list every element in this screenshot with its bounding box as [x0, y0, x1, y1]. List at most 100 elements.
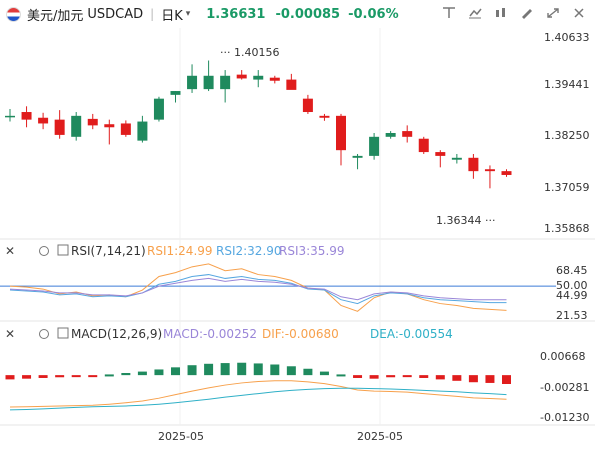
candle-body [253, 75, 264, 80]
rsi1-value: RSI1:24.99 [147, 244, 213, 258]
macd-line-dif [9, 380, 507, 408]
candle [269, 75, 280, 84]
candle [319, 113, 330, 121]
candle-body [170, 91, 181, 95]
candle-body [21, 112, 32, 120]
macd-bar [220, 363, 230, 376]
expand-icon[interactable] [57, 244, 69, 256]
price-tick: 1.35868 [544, 222, 590, 235]
candle [220, 70, 231, 103]
candle-body [220, 75, 231, 90]
price-change: -0.00085 [275, 6, 341, 22]
candle [71, 112, 82, 141]
candle [38, 112, 49, 130]
price-tick: 1.38250 [544, 129, 590, 142]
dea-value: DEA:-0.00554 [370, 327, 453, 341]
expand-icon[interactable] [57, 327, 69, 339]
candle-body [484, 169, 495, 172]
indicator-icon[interactable] [493, 5, 509, 21]
compare-icon[interactable] [467, 5, 483, 21]
candle [302, 94, 313, 114]
price-change-pct: -0.06% [348, 6, 399, 22]
candle [54, 110, 65, 139]
divider: | [150, 7, 155, 21]
candle [236, 70, 247, 80]
candle [187, 64, 198, 93]
collapse-icon[interactable]: ✕ [5, 244, 15, 258]
x-tick: 2025-05 [158, 430, 204, 443]
candle [203, 60, 214, 92]
macd-bar [171, 367, 180, 376]
settings-icon[interactable] [39, 246, 49, 256]
price-tick: 1.39441 [544, 78, 590, 91]
macd-bar [204, 363, 214, 376]
close-icon[interactable] [571, 5, 587, 21]
candle-body [120, 123, 131, 135]
candle-body [319, 115, 330, 118]
candle-body [137, 121, 148, 141]
candle [253, 70, 264, 88]
high-label: ··· 1.40156 [220, 46, 280, 59]
candle [336, 113, 346, 166]
candle-body [418, 138, 429, 153]
rsi3-value: RSI3:35.99 [279, 244, 345, 258]
macd-bar [55, 375, 65, 378]
rsi2-value: RSI2:32.90 [216, 244, 282, 258]
settings-icon[interactable] [39, 329, 49, 339]
candle [418, 136, 429, 154]
macd-bar [270, 364, 280, 376]
candle-body [38, 117, 49, 124]
fullscreen-icon[interactable] [545, 5, 561, 21]
flag-icon [6, 6, 21, 22]
candle-body [435, 152, 446, 156]
collapse-icon[interactable]: ✕ [5, 327, 15, 341]
chevron-down-icon[interactable]: ▾ [185, 9, 191, 19]
candle [137, 115, 148, 143]
macd-bar [468, 375, 478, 383]
candle [352, 153, 363, 170]
macd-bar [402, 375, 412, 378]
macd-lines [9, 380, 507, 411]
macd-bar [253, 363, 263, 376]
draw-icon[interactable] [519, 5, 535, 21]
rsi-tick: 50.00 [556, 279, 588, 292]
rsi-tick: 68.45 [556, 264, 588, 277]
macd-value: MACD:-0.00252 [163, 327, 257, 341]
price-tick: 1.37059 [544, 181, 590, 194]
macd-bar [154, 369, 164, 376]
candle [435, 150, 446, 168]
candle [501, 169, 512, 177]
candle-body [104, 124, 115, 128]
period-selector[interactable]: 日K [161, 8, 183, 24]
candle [170, 91, 181, 103]
x-tick: 2025-05 [357, 430, 403, 443]
candle [484, 165, 495, 189]
macd-bar [38, 375, 48, 378]
candle-body [286, 79, 297, 90]
candlestick-series [5, 60, 512, 189]
candle-body [5, 115, 15, 118]
macd-bar [137, 371, 147, 376]
macd-bar [502, 375, 511, 384]
candle-body [468, 157, 479, 172]
macd-bar [336, 374, 346, 377]
candle-body [336, 115, 346, 151]
candle [104, 119, 115, 145]
macd-axis: 0.00668 -0.00281 -0.01230 [540, 350, 589, 424]
price-axis: 1.40633 1.39441 1.38250 1.37059 1.35868 [544, 31, 590, 235]
low-value: 1.36344 [436, 214, 482, 227]
macd-bar [237, 362, 247, 376]
candle-body [54, 119, 65, 135]
macd-bar [303, 368, 313, 376]
macd-bar [386, 375, 396, 378]
macd-bar [353, 375, 363, 378]
chart-type-icon[interactable] [441, 5, 457, 21]
rsi-line-rsi3 [9, 277, 507, 301]
high-value: 1.40156 [234, 46, 280, 59]
candle-body [153, 98, 164, 120]
macd-tick: 0.00668 [540, 350, 586, 363]
rsi-axis: 68.45 50.00 44.99 21.53 [556, 264, 588, 322]
macd-bar [187, 365, 197, 376]
